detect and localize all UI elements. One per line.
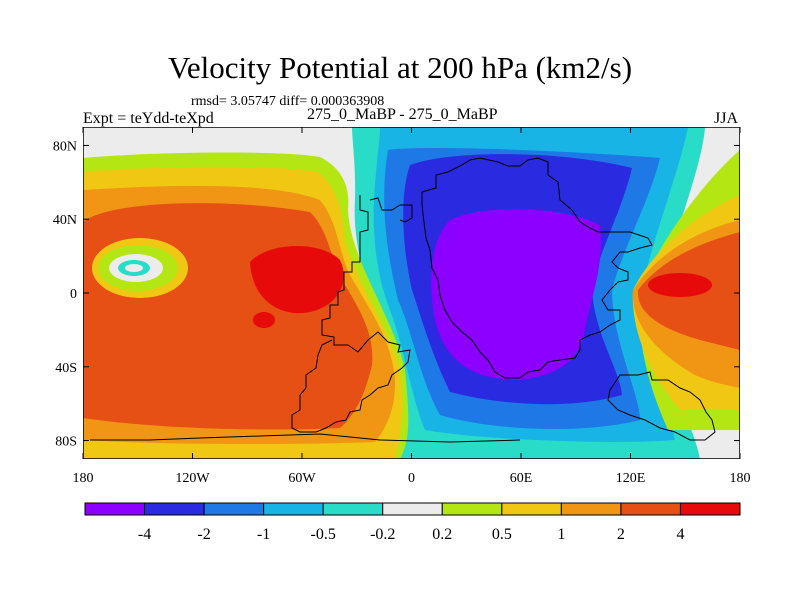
- coastlines: [90, 157, 716, 443]
- stats-label: rmsd= 3.05747 diff= 0.000363908: [191, 94, 385, 109]
- contour-ring-core: [125, 264, 143, 272]
- colorbar-label: 1: [557, 526, 565, 543]
- x-tick-label: 60W: [288, 471, 316, 486]
- coastline-australia: [607, 371, 716, 441]
- y-tick-label: 40S: [55, 361, 77, 376]
- contour-level-pos-4: [250, 245, 344, 314]
- season-label: JJA: [714, 110, 739, 127]
- colorbar-swatch: [679, 502, 741, 516]
- colorbar-swatch: [620, 502, 681, 516]
- colorbar-swatch: [322, 502, 384, 516]
- coastline-americas: [291, 195, 411, 433]
- negative-region: [352, 127, 705, 459]
- y-tick-label: 80S: [55, 435, 77, 450]
- colorbar-label: 4: [676, 526, 684, 543]
- y-tick-label: 40N: [53, 213, 77, 228]
- central-pacific-cell: [92, 238, 188, 298]
- x-tick-label: 0: [408, 471, 415, 486]
- x-axis: 180 120W 60W 0 60E 120E 180: [73, 127, 751, 486]
- colorbar-label: -0.2: [370, 526, 395, 543]
- colorbar-label: 0.5: [492, 526, 512, 543]
- x-tick-label: 180: [730, 471, 751, 486]
- colorbar: -4 -2 -1 -0.5 -0.2 0.2 0.5 1 2 4: [84, 502, 741, 543]
- colorbar-swatch: [560, 502, 622, 516]
- run-label: 275_0_MaBP - 275_0_MaBP: [307, 106, 498, 123]
- colorbar-swatch: [84, 502, 146, 516]
- colorbar-swatch: [382, 502, 443, 516]
- contour-level-neg-4: [431, 209, 602, 380]
- west-pacific-region: [632, 150, 740, 430]
- contour-field: [83, 127, 740, 459]
- colorbar-swatch: [203, 502, 265, 516]
- x-tick-label: 120W: [175, 471, 210, 486]
- colorbar-label: 2: [617, 526, 625, 543]
- colorbar-swatch: [501, 502, 562, 516]
- y-axis: 80N 40N 0 40S 80S: [53, 139, 740, 450]
- y-tick-label: 80N: [53, 139, 77, 154]
- colorbar-label: -4: [138, 526, 151, 543]
- x-tick-label: 60E: [510, 471, 533, 486]
- chart-title: Velocity Potential at 200 hPa (km2/s): [167, 50, 633, 85]
- y-tick-label: 0: [70, 287, 77, 302]
- coastline-africa-asia: [421, 157, 653, 379]
- colorbar-swatch: [263, 502, 324, 516]
- contour-level-pos-4-small: [253, 312, 275, 328]
- x-tick-label: 180: [73, 471, 94, 486]
- colorbar-label: -1: [257, 526, 270, 543]
- experiment-label: Expt = teYdd-teXpd: [83, 110, 214, 127]
- colorbar-label: 0.2: [432, 526, 452, 543]
- coastline-antarctica: [90, 433, 521, 443]
- contour-level-pos-4-east: [648, 273, 712, 297]
- coastline-north-america: [369, 197, 413, 223]
- colorbar-label: -0.5: [311, 526, 336, 543]
- colorbar-swatch: [441, 502, 503, 516]
- x-tick-label: 120E: [616, 471, 646, 486]
- colorbar-label: -2: [197, 526, 210, 543]
- colorbar-swatch: [144, 502, 205, 516]
